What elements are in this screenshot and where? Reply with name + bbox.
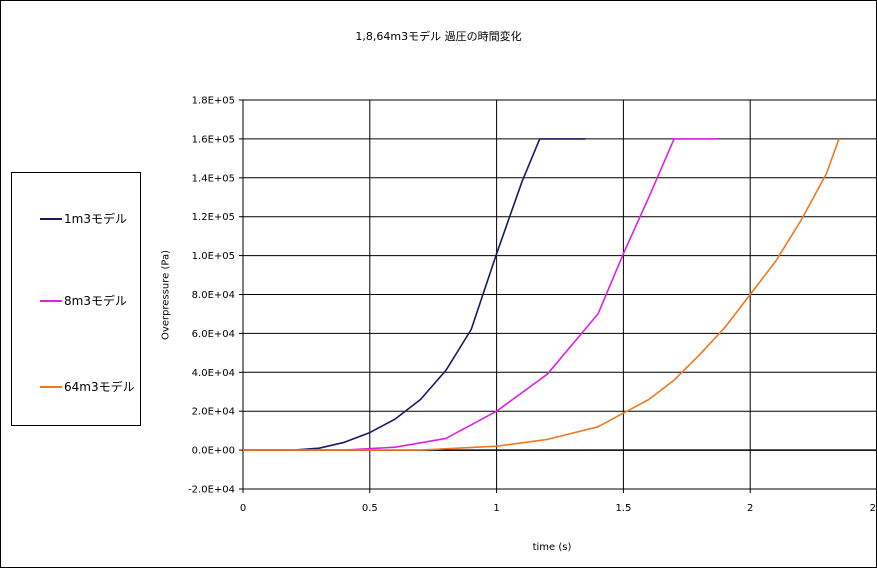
legend-swatch-1m3 <box>40 218 62 220</box>
legend-swatch-64m3 <box>40 386 62 388</box>
legend-item-64m3: 64m3モデル <box>12 379 140 395</box>
legend: 1m3モデル 8m3モデル 64m3モデル <box>11 172 141 426</box>
legend-label-1m3: 1m3モデル <box>64 212 127 226</box>
y-tick-label: 4.0E+04 <box>192 368 235 379</box>
legend-item-1m3: 1m3モデル <box>12 211 140 227</box>
series-line-1 <box>243 138 586 451</box>
x-tick-label: 1 <box>493 503 499 514</box>
legend-label-64m3: 64m3モデル <box>64 380 135 394</box>
x-tick-label: 1.5 <box>615 503 631 514</box>
legend-swatch-8m3 <box>40 300 62 302</box>
y-tick-label: 6.0E+04 <box>192 329 235 340</box>
y-axis-title: Overpressure (Pa) <box>160 250 172 340</box>
y-tick-label: 1.8E+05 <box>192 96 235 107</box>
x-tick-label: 2 <box>870 503 876 514</box>
chart-title: 1,8,64m3モデル 過圧の時間変化 <box>355 30 522 43</box>
legend-label-8m3: 8m3モデル <box>64 294 127 308</box>
y-tick-label: -2.0E+04 <box>188 485 235 496</box>
x-tick-label: 0.5 <box>362 503 378 514</box>
y-tick-label: 0.0E+00 <box>192 446 235 457</box>
legend-item-8m3: 8m3モデル <box>12 293 140 309</box>
y-tick-label: 1.2E+05 <box>192 212 235 223</box>
y-tick-label: 1.4E+05 <box>192 173 235 184</box>
x-tick-label: 2 <box>747 503 753 514</box>
y-tick-label: 2.0E+04 <box>192 407 235 418</box>
y-tick-label: 1.0E+05 <box>192 251 235 262</box>
y-tick-label: 1.6E+05 <box>192 134 235 145</box>
x-tick-label: 0 <box>240 503 246 514</box>
series-line-3 <box>243 138 840 451</box>
x-axis-title: time (s) <box>532 542 572 553</box>
series-line-2 <box>243 138 718 451</box>
y-tick-label: 8.0E+04 <box>192 290 235 301</box>
